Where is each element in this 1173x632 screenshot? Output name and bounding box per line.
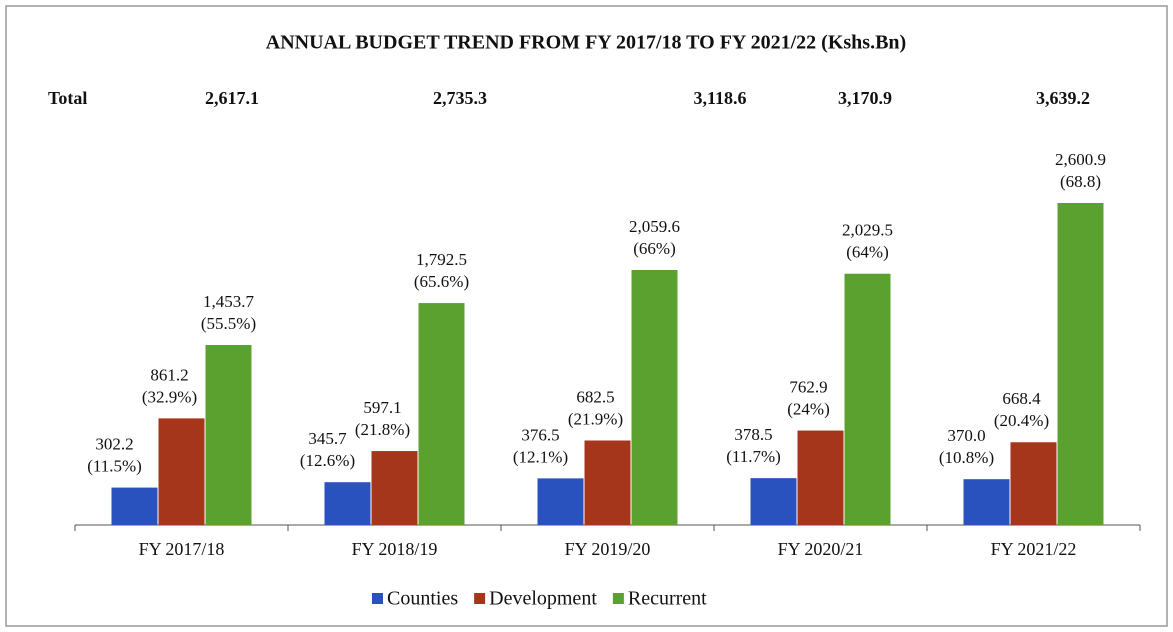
value-label: 668.4 <box>1002 389 1041 408</box>
bar <box>584 440 631 525</box>
share-label: (64%) <box>846 243 888 262</box>
frame <box>5 5 1168 627</box>
value-label: 762.9 <box>789 377 827 396</box>
bar <box>205 345 252 525</box>
share-label: (55.5%) <box>201 314 256 333</box>
value-label: 345.7 <box>308 429 347 448</box>
x-tick-label: FY 2019/20 <box>565 539 651 559</box>
value-label: 1,453.7 <box>203 292 255 311</box>
total-label: 3,639.2 <box>1036 88 1090 108</box>
x-tick-label: FY 2021/22 <box>991 539 1077 559</box>
total-label: 2,617.1 <box>205 88 259 108</box>
share-label: (12.6%) <box>300 451 355 470</box>
bar <box>418 303 465 525</box>
value-label: 376.5 <box>521 425 559 444</box>
value-label: 378.5 <box>734 425 772 444</box>
legend-swatch <box>372 593 383 604</box>
value-label: 370.0 <box>947 426 985 445</box>
share-label: (21.9%) <box>568 409 623 428</box>
value-label: 2,059.6 <box>629 217 680 236</box>
value-label: 302.2 <box>95 434 133 453</box>
bar <box>963 479 1010 525</box>
value-label: 2,029.5 <box>842 221 893 240</box>
share-label: (68.8) <box>1060 172 1101 191</box>
share-label: (20.4%) <box>994 411 1049 430</box>
bar <box>797 430 844 525</box>
legend-swatch <box>612 593 624 604</box>
legend-label: Counties <box>387 588 458 610</box>
x-tick-label: FY 2017/18 <box>139 539 225 559</box>
value-label: 597.1 <box>363 398 401 417</box>
share-label: (12.1%) <box>513 447 568 466</box>
legend-label: Development <box>489 588 597 610</box>
legend-label: Recurrent <box>628 588 707 610</box>
share-label: (66%) <box>633 239 675 258</box>
bar <box>844 273 891 525</box>
value-label: 682.5 <box>576 387 614 406</box>
value-label: 861.2 <box>150 365 188 384</box>
share-label: (65.6%) <box>414 272 469 291</box>
bar <box>631 270 678 525</box>
share-label: (11.5%) <box>87 456 142 475</box>
chart-title: ANNUAL BUDGET TREND FROM FY 2017/18 TO F… <box>266 32 906 54</box>
share-label: (21.8%) <box>355 420 410 439</box>
value-label: 1,792.5 <box>416 250 467 269</box>
share-label: (10.8%) <box>939 448 994 467</box>
x-tick-label: FY 2018/19 <box>352 539 438 559</box>
bar <box>324 482 371 525</box>
bar <box>1010 442 1057 525</box>
bar <box>537 478 584 525</box>
bar <box>1057 203 1104 525</box>
value-label: 2,600.9 <box>1055 150 1106 169</box>
legend-swatch <box>474 593 486 604</box>
bar <box>750 478 797 525</box>
share-label: (32.9%) <box>142 387 197 406</box>
total-label: 3,170.9 <box>838 88 892 108</box>
x-tick-label: FY 2020/21 <box>778 539 864 559</box>
total-label: 3,118.6 <box>693 88 746 108</box>
bar <box>111 487 158 525</box>
bar <box>158 418 205 525</box>
share-label: (11.7%) <box>726 447 781 466</box>
total-label: 2,735.3 <box>433 88 487 108</box>
bar <box>371 451 418 525</box>
share-label: (24%) <box>787 399 829 418</box>
total-title: Total <box>48 88 87 108</box>
